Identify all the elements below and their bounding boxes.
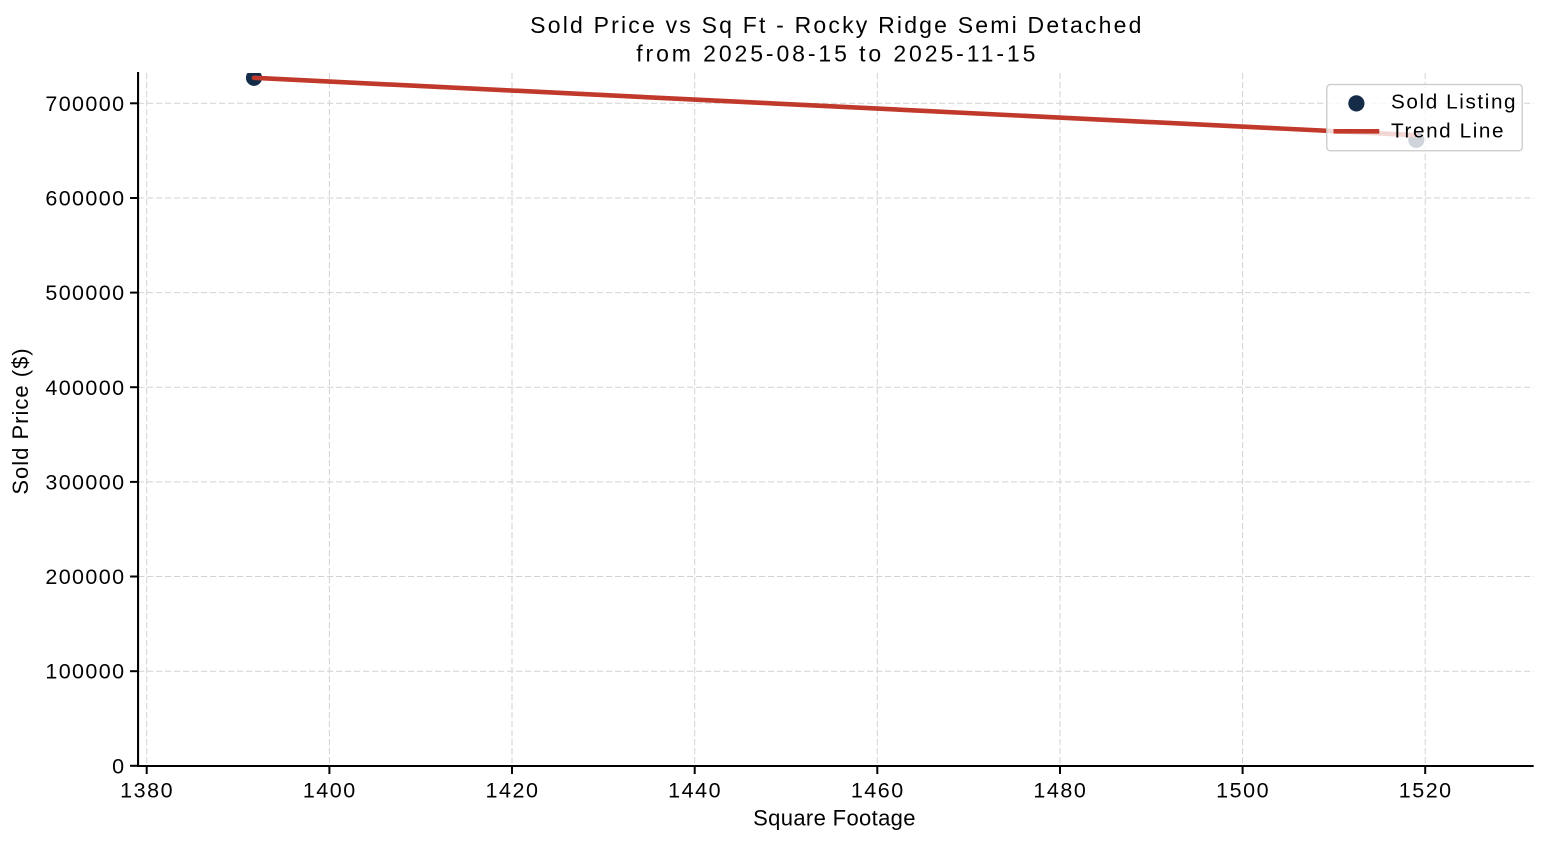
svg-text:1480: 1480 [1033, 779, 1087, 803]
svg-text:1500: 1500 [1216, 779, 1270, 803]
svg-text:400000: 400000 [45, 376, 125, 400]
svg-text:1380: 1380 [120, 779, 174, 803]
svg-text:600000: 600000 [45, 187, 125, 211]
svg-text:1520: 1520 [1399, 779, 1453, 803]
svg-text:300000: 300000 [45, 470, 125, 494]
svg-text:from 2025-08-15 to 2025-11-15: from 2025-08-15 to 2025-11-15 [636, 41, 1038, 67]
svg-text:Square Footage: Square Footage [753, 806, 916, 831]
svg-text:1440: 1440 [668, 779, 722, 803]
svg-text:700000: 700000 [45, 92, 125, 116]
svg-text:500000: 500000 [45, 281, 125, 305]
svg-text:0: 0 [112, 754, 125, 778]
svg-text:1460: 1460 [851, 779, 905, 803]
svg-text:Sold Price ($): Sold Price ($) [8, 347, 33, 494]
svg-text:100000: 100000 [45, 660, 125, 684]
svg-text:1420: 1420 [486, 779, 540, 803]
svg-text:Sold Price vs Sq Ft - Rocky Ri: Sold Price vs Sq Ft - Rocky Ridge Semi D… [530, 12, 1143, 38]
svg-text:200000: 200000 [45, 565, 125, 589]
svg-text:1400: 1400 [303, 779, 357, 803]
svg-text:Sold Listing: Sold Listing [1391, 91, 1517, 114]
svg-text:Trend Line: Trend Line [1391, 119, 1505, 142]
